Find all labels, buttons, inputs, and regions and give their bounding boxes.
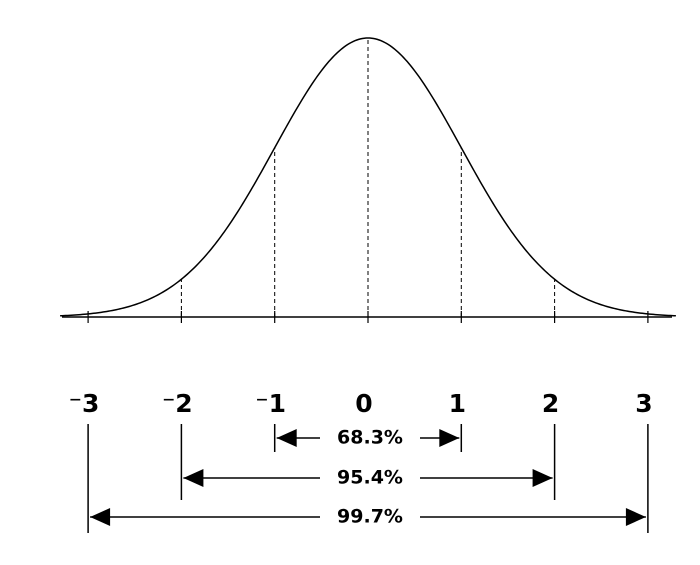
tick-label: 2 — [542, 389, 559, 418]
interval-label: 95.4% — [337, 467, 403, 489]
tick-label: ⁻3 — [69, 389, 100, 418]
tick-label: 3 — [635, 389, 652, 418]
arrow-head — [276, 429, 297, 447]
arrow-head — [183, 469, 204, 487]
interval-label: 68.3% — [337, 427, 403, 449]
arrow-head — [625, 508, 646, 526]
arrow-head — [439, 429, 460, 447]
bell-curve — [60, 37, 676, 317]
tick-label: ⁻2 — [162, 389, 193, 418]
tick-label: 0 — [355, 389, 372, 418]
interval-label: 99.7% — [337, 506, 403, 528]
tick-label: ⁻1 — [255, 389, 286, 418]
arrow-head — [90, 508, 111, 526]
arrow-head — [532, 469, 553, 487]
tick-label: 1 — [449, 389, 466, 418]
